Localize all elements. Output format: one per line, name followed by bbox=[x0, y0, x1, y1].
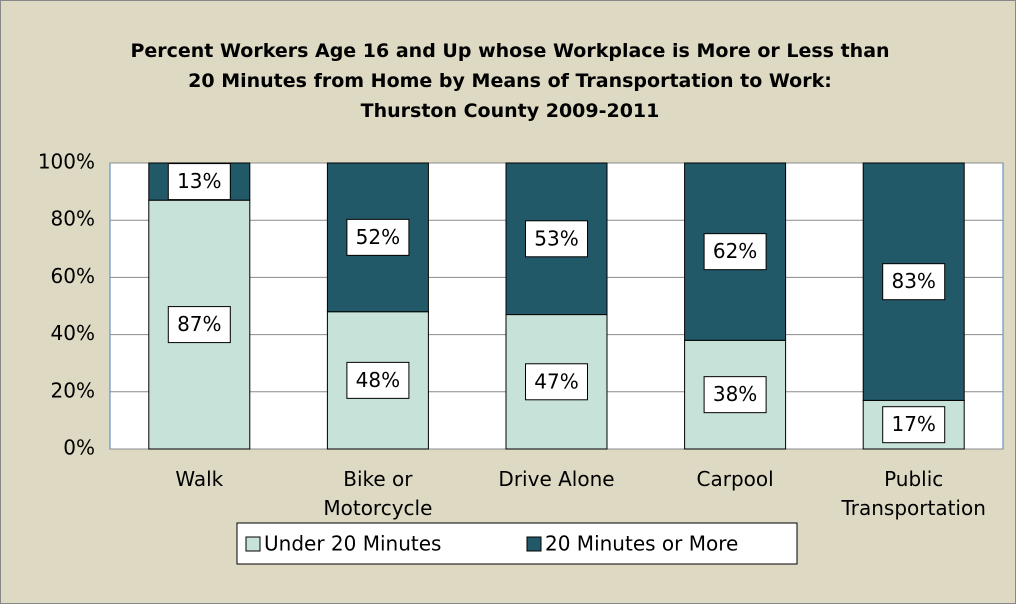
legend-label: 20 Minutes or More bbox=[545, 532, 738, 556]
y-tick-label: 0% bbox=[63, 436, 95, 460]
x-tick-label: Drive Alone bbox=[498, 467, 615, 491]
data-label: 13% bbox=[177, 169, 221, 193]
y-tick-label: 80% bbox=[51, 207, 95, 231]
data-label-box bbox=[346, 218, 410, 256]
data-label-box bbox=[882, 263, 946, 301]
data-label: 38% bbox=[713, 382, 757, 406]
data-label-box bbox=[167, 163, 231, 201]
data-label: 52% bbox=[356, 225, 400, 249]
data-label: 48% bbox=[356, 368, 400, 392]
data-label: 83% bbox=[891, 269, 935, 293]
data-label-box bbox=[167, 306, 231, 344]
x-tick-label: Carpool bbox=[696, 467, 774, 491]
data-label: 47% bbox=[534, 369, 578, 393]
legend-swatch bbox=[245, 536, 261, 552]
data-label: 87% bbox=[177, 312, 221, 336]
data-label-box bbox=[346, 361, 410, 399]
legend-label: Under 20 Minutes bbox=[264, 532, 441, 556]
chart-title: Percent Workers Age 16 and Up whose Work… bbox=[130, 40, 890, 122]
legend bbox=[236, 522, 798, 565]
y-tick-label: 20% bbox=[51, 378, 95, 402]
data-label-box bbox=[525, 220, 588, 258]
x-tick-label: Bike or Motorcycle bbox=[323, 467, 433, 520]
data-label: 53% bbox=[534, 226, 578, 250]
y-tick-label: 100% bbox=[38, 150, 95, 174]
data-label-box bbox=[703, 376, 767, 414]
data-label: 17% bbox=[891, 412, 935, 436]
x-tick-label: Walk bbox=[175, 467, 224, 491]
legend-swatch bbox=[526, 536, 542, 552]
y-tick-label: 40% bbox=[51, 321, 95, 345]
y-tick-label: 60% bbox=[51, 264, 95, 288]
data-label-box bbox=[882, 406, 946, 444]
x-tick-label: Public Transportation bbox=[841, 467, 986, 520]
data-label-box bbox=[703, 233, 767, 271]
data-label: 62% bbox=[713, 239, 757, 263]
data-label-box bbox=[525, 363, 588, 401]
